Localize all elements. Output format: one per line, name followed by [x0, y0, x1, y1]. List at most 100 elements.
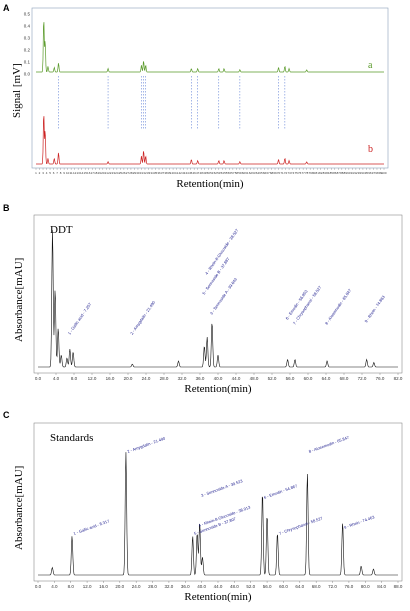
x-tick-label: 4.0 — [51, 584, 58, 589]
x-tick-label: 74 — [291, 171, 295, 175]
x-tick-label: 28.0 — [160, 376, 169, 381]
x-tick-label: 24 — [115, 171, 119, 175]
x-tick-label: 60 — [242, 171, 246, 175]
x-tick-label: 43 — [182, 171, 186, 175]
x-tick-label: 72 — [284, 171, 288, 175]
x-tick-label: 55 — [224, 171, 228, 175]
x-tick-label: 71 — [280, 171, 284, 175]
standards-trace-line — [38, 452, 398, 576]
x-tick-label: 26 — [122, 171, 126, 175]
x-tick-label: 85 — [330, 171, 334, 175]
x-tick-label: 65 — [259, 171, 263, 175]
ddt-trace-line — [38, 230, 398, 368]
x-tick-label: 68 — [270, 171, 274, 175]
x-tick-label: 48 — [200, 171, 204, 175]
x-tick-label: 63 — [252, 171, 256, 175]
x-tick-label: 86 — [333, 171, 337, 175]
x-tick-label: 47 — [196, 171, 200, 175]
y-tick-label: 0.0 — [24, 72, 31, 77]
x-tick-label: 94 — [361, 171, 365, 175]
x-axis-label-c: Retention(min) — [184, 591, 252, 603]
x-tick-label: 22 — [108, 171, 112, 175]
x-tick-label: 61 — [245, 171, 249, 175]
series-a-label: a — [368, 60, 373, 71]
x-tick-label: 70 — [277, 171, 281, 175]
x-tick-label: 24.0 — [142, 376, 151, 381]
x-axis-label-a: Retention(min) — [176, 178, 244, 190]
x-tick-label: 36.0 — [196, 376, 205, 381]
x-tick-label: 16 — [87, 171, 91, 175]
x-tick-label: 11 — [70, 171, 73, 175]
x-tick-label: 64.0 — [295, 584, 304, 589]
x-tick-label: 52.0 — [268, 376, 277, 381]
x-tick-label: 34 — [150, 171, 154, 175]
x-tick-label: 44.0 — [232, 376, 241, 381]
x-tick-label: 79 — [309, 171, 313, 175]
x-tick-label: 96 — [368, 171, 372, 175]
x-tick-label: 33 — [147, 171, 151, 175]
x-tick-label: 40.0 — [197, 584, 206, 589]
x-tick-label: 88.0 — [394, 584, 403, 589]
x-tick-label: 48.0 — [230, 584, 239, 589]
x-tick-label: 46 — [193, 171, 197, 175]
series-b-label: b — [368, 144, 373, 155]
x-tick-label: 56 — [228, 171, 232, 175]
x-tick-label: 20 — [101, 171, 105, 175]
x-tick-label: 30 — [136, 171, 140, 175]
x-tick-label: 76.0 — [376, 376, 385, 381]
x-tick-label: 52.0 — [246, 584, 255, 589]
x-tick-label: 68.0 — [340, 376, 349, 381]
x-tick-label: 0.0 — [35, 376, 42, 381]
x-tick-label: 32.0 — [178, 376, 187, 381]
x-tick-label: 1 — [35, 171, 37, 175]
x-tick-label: 27 — [126, 171, 130, 175]
y-tick-label: 0.3 — [24, 36, 31, 41]
x-tick-label: 82.0 — [394, 376, 403, 381]
x-tick-label: 28.0 — [148, 584, 157, 589]
x-tick-label: 54 — [221, 171, 225, 175]
panel-letter-c: C — [3, 410, 10, 420]
x-tick-label: 68.0 — [312, 584, 321, 589]
x-tick-label: 83 — [323, 171, 327, 175]
x-tick-label: 42 — [178, 171, 182, 175]
y-tick-label: 0.2 — [24, 48, 31, 53]
x-tick-label: 66 — [263, 171, 267, 175]
x-tick-label: 32.0 — [165, 584, 174, 589]
x-tick-label: 25 — [119, 171, 123, 175]
x-tick-label: 37 — [161, 171, 165, 175]
x-tick-label: 64 — [256, 171, 260, 175]
x-tick-label: 18 — [94, 171, 98, 175]
x-tick-label: 12.0 — [88, 376, 97, 381]
x-tick-label: 93 — [358, 171, 362, 175]
x-tick-label: 44.0 — [214, 584, 223, 589]
x-tick-label: 12.0 — [83, 584, 92, 589]
x-tick-label: 89 — [344, 171, 348, 175]
x-tick-label: 5 — [49, 171, 51, 175]
panel-title-b: DDT — [50, 224, 73, 236]
x-tick-label: 36.0 — [181, 584, 190, 589]
x-tick-label: 92 — [354, 171, 358, 175]
x-tick-label: 84 — [326, 171, 330, 175]
x-tick-label: 52 — [214, 171, 218, 175]
x-tick-label: 73 — [287, 171, 291, 175]
y-axis-label-a: Signal [mV] — [11, 63, 23, 118]
series-b-line — [36, 116, 384, 165]
x-tick-label: 3 — [42, 171, 44, 175]
x-axis-label-b: Retention(min) — [184, 383, 252, 395]
x-tick-label: 35 — [154, 171, 158, 175]
x-tick-label: 32 — [143, 171, 147, 175]
x-tick-label: 41 — [175, 171, 179, 175]
x-tick-label: 21 — [105, 171, 109, 175]
x-tick-label: 15 — [84, 171, 88, 175]
x-tick-label: 36 — [157, 171, 161, 175]
y-tick-label: 0.1 — [24, 60, 31, 65]
x-tick-label: 60.0 — [279, 584, 288, 589]
x-tick-label: 69 — [273, 171, 277, 175]
x-tick-label: 8.0 — [68, 584, 75, 589]
panel-letter-b: B — [3, 203, 10, 213]
x-tick-label: 59 — [238, 171, 242, 175]
x-tick-label: 98 — [375, 171, 379, 175]
x-tick-label: 57 — [231, 171, 235, 175]
x-tick-label: 48.0 — [250, 376, 259, 381]
x-tick-label: 58 — [235, 171, 239, 175]
